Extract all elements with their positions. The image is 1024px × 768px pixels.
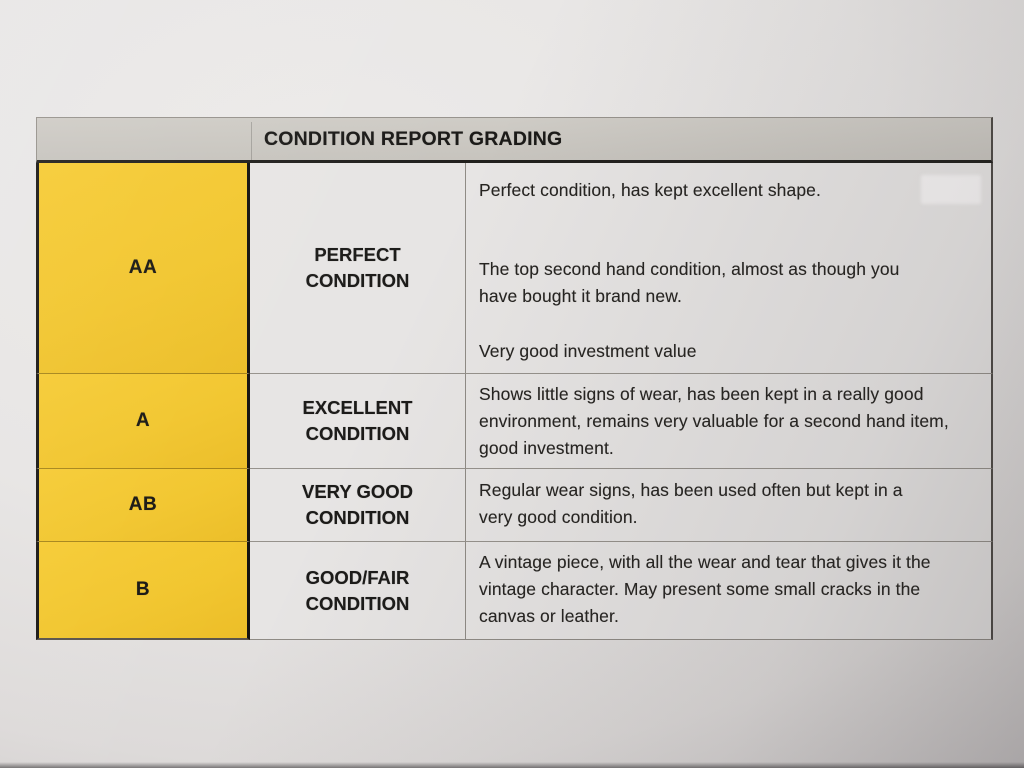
grade-label: AA [128, 257, 158, 278]
condition-cell-aa: PERFECT CONDITION [250, 163, 466, 373]
description-paragraph: Perfect condition, has kept excellent sh… [479, 180, 821, 200]
condition-cell-ab: VERY GOOD CONDITION [250, 468, 466, 541]
table-header-row: CONDITION REPORT GRADING [36, 117, 993, 163]
condition-label: EXCELLENT CONDITION [302, 397, 413, 444]
grade-label: AB [128, 494, 158, 515]
description-cell-ab: Regular wear signs, has been used often … [466, 468, 993, 541]
description-cell-a: Shows little signs of wear, has been kep… [466, 373, 993, 468]
description-paragraph: A vintage piece, with all the wear and t… [479, 552, 931, 626]
condition-cell-b: GOOD/FAIR CONDITION [250, 541, 466, 640]
grade-cell-a: A [36, 373, 250, 468]
description-cell-b: A vintage piece, with all the wear and t… [466, 541, 993, 640]
table-title: CONDITION REPORT GRADING [264, 127, 563, 150]
condition-cell-a: EXCELLENT CONDITION [250, 373, 466, 468]
grade-cell-ab: AB [36, 468, 250, 541]
description-cell-aa: Perfect condition, has kept excellent sh… [466, 163, 993, 373]
description-paragraph: The top second hand condition, almost as… [479, 259, 900, 306]
description-paragraph: Shows little signs of wear, has been kep… [479, 384, 949, 458]
description-paragraph: Regular wear signs, has been used often … [479, 480, 903, 527]
grade-cell-b: B [36, 541, 250, 640]
condition-label: PERFECT CONDITION [305, 244, 410, 291]
condition-grading-table: CONDITION REPORT GRADING AA PERFECT COND… [36, 117, 993, 640]
condition-label: GOOD/FAIR CONDITION [305, 566, 410, 614]
grade-label: B [135, 579, 151, 600]
grade-label: A [135, 410, 151, 431]
condition-label: VERY GOOD CONDITION [301, 481, 414, 528]
description-paragraph: Very good investment value [479, 341, 697, 361]
grade-cell-aa: AA [36, 163, 250, 373]
